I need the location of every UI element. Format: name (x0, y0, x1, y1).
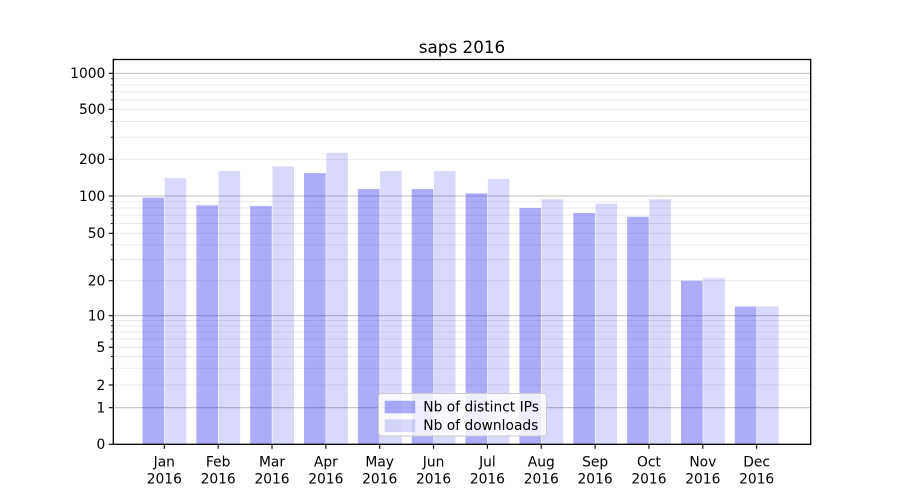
x-tick-label-month: Jul (478, 455, 496, 471)
y-tick-label: 1000 (70, 66, 105, 82)
bar-downloads (433, 171, 456, 445)
axes-spines (112, 58, 812, 445)
plot-area (113, 59, 811, 445)
y-tick-label: 0 (97, 437, 106, 453)
y-tick-label: 10 (88, 309, 106, 325)
x-tick-label-month: Dec (743, 455, 770, 471)
y-tick-label: 50 (88, 226, 106, 242)
x-tick-label-year: 2016 (416, 472, 451, 488)
bar-distinct-ips (357, 189, 380, 445)
bar-downloads (649, 199, 671, 445)
bar-downloads (541, 199, 564, 445)
bar-distinct-ips (734, 306, 757, 445)
x-tick-label-month: Jan (153, 455, 175, 471)
y-tick-label: 500 (79, 102, 105, 118)
x-tick-label-month: Sep (582, 455, 608, 471)
x-tick-label-month: Apr (314, 455, 338, 471)
bar-downloads (272, 166, 294, 445)
y-tick-label: 20 (88, 274, 106, 290)
bar-distinct-ips (196, 205, 218, 445)
x-tick-label-year: 2016 (308, 472, 343, 488)
bar-downloads (164, 178, 187, 445)
bar-distinct-ips (519, 208, 542, 445)
y-tick-label: 200 (79, 152, 105, 168)
bar-downloads (487, 178, 510, 445)
bar-distinct-ips (304, 173, 326, 445)
bar-downloads (595, 203, 618, 445)
x-tick-label-year: 2016 (578, 472, 613, 488)
x-tick-label-month: Aug (528, 455, 555, 471)
y-tick-label: 100 (79, 189, 105, 205)
x-tick-label-year: 2016 (470, 472, 505, 488)
x-tick-label-year: 2016 (524, 472, 559, 488)
bar-distinct-ips (411, 189, 434, 445)
bar-distinct-ips (681, 280, 703, 445)
x-tick-label-year: 2016 (147, 472, 182, 488)
legend-label-downloads: Nb of downloads (423, 418, 538, 434)
x-tick-label-month: Mar (259, 455, 285, 471)
bar-distinct-ips (573, 212, 595, 445)
bar-downloads (326, 152, 348, 445)
x-tick-label-year: 2016 (362, 472, 397, 488)
x-tick-label-month: Nov (689, 455, 716, 471)
x-tick-label-month: Jun (422, 455, 445, 471)
legend-swatch-downloads (384, 419, 416, 432)
chart-title: saps 2016 (418, 37, 506, 57)
y-tick-label: 1 (97, 401, 106, 417)
y-tick-label: 5 (97, 340, 106, 356)
bar-downloads (380, 171, 402, 445)
x-tick-label-year: 2016 (201, 472, 236, 488)
legend-box (378, 393, 547, 437)
x-tick-label-month: May (365, 455, 394, 471)
bar-downloads (703, 278, 725, 445)
x-tick-label-year: 2016 (685, 472, 720, 488)
bar-distinct-ips (627, 216, 649, 445)
bar-distinct-ips (142, 197, 165, 445)
x-tick-label-year: 2016 (631, 472, 666, 488)
bar-distinct-ips (250, 206, 272, 445)
legend-swatch-distinct-ips (384, 400, 416, 414)
legend-label-distinct-ips: Nb of distinct IPs (423, 400, 539, 416)
y-tick-label: 2 (97, 378, 106, 394)
x-tick-label-year: 2016 (254, 472, 289, 488)
x-tick-label-year: 2016 (739, 472, 774, 488)
x-tick-label-month: Oct (637, 455, 661, 471)
bar-downloads (757, 306, 779, 445)
x-tick-label-month: Feb (206, 455, 230, 471)
bar-downloads (218, 171, 241, 445)
bar-distinct-ips (465, 193, 488, 445)
